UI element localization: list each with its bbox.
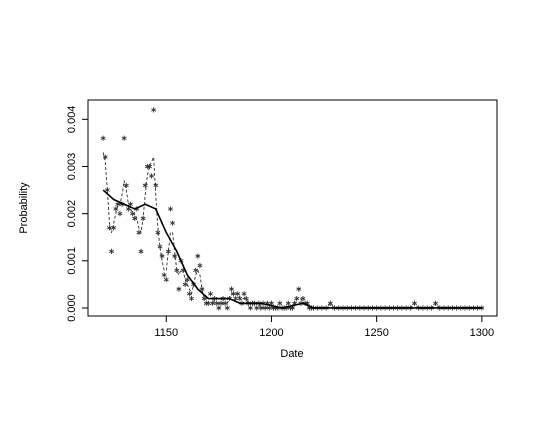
x-tick-label: 1250 [364,327,388,339]
y-tick-label: 0.002 [66,200,78,228]
asterisk-point [109,248,115,254]
asterisk-point [247,305,253,311]
asterisk-point [296,286,302,292]
asterisk-point [285,300,291,306]
asterisk-point [262,305,268,311]
asterisk-point [243,295,249,302]
asterisk-point [224,305,230,311]
x-tick-label: 1150 [154,327,178,339]
asterisk-point [197,262,203,269]
asterisk-point [163,277,169,283]
asterisk-point [138,248,144,254]
asterisk-point [155,229,161,236]
asterisk-point [207,291,213,297]
asterisk-point [115,201,121,207]
asterisk-point [229,286,234,292]
solid-line [102,189,482,309]
asterisk-point [151,107,157,113]
asterisk-point [233,295,239,302]
y-tick-label: 0.004 [66,106,78,134]
asterisk-point [111,225,117,231]
asterisk-point [167,206,173,212]
asterisk-point [153,182,159,188]
asterisk-point [170,220,176,226]
asterisk-point [102,154,108,160]
x-axis-label: Date [280,348,303,360]
asterisk-point [125,206,131,212]
asterisk-point [195,253,201,259]
asterisk-point [222,300,228,306]
asterisk-point [205,300,211,306]
asterisk-point [277,300,283,306]
asterisk-point [258,305,264,311]
asterisk-point [149,173,155,179]
asterisk-point [193,267,199,273]
asterisk-point [327,300,333,306]
asterisk-point [117,211,123,217]
asterisk-point [254,305,260,311]
asterisk-point [216,305,222,311]
asterisk-point [186,291,192,297]
asterisk-point [161,272,167,278]
x-tick-label: 1200 [259,327,283,339]
asterisk-point [176,286,182,292]
asterisk-point [121,135,127,141]
asterisk-point [189,295,194,302]
asterisk-point [479,305,485,311]
plot-box [87,99,498,317]
y-axis-label: Probability [18,182,30,234]
asterisk-point [100,135,106,141]
asterisk-point [218,300,224,306]
x-tick-label: 1300 [470,327,494,339]
asterisk-point [241,291,247,297]
y-tick-label: 0.001 [66,247,78,275]
y-tick-label: 0.003 [66,153,78,181]
asterisk-point [182,281,188,288]
asterisk-point [123,182,129,188]
y-tick-label: 0.000 [66,294,78,322]
